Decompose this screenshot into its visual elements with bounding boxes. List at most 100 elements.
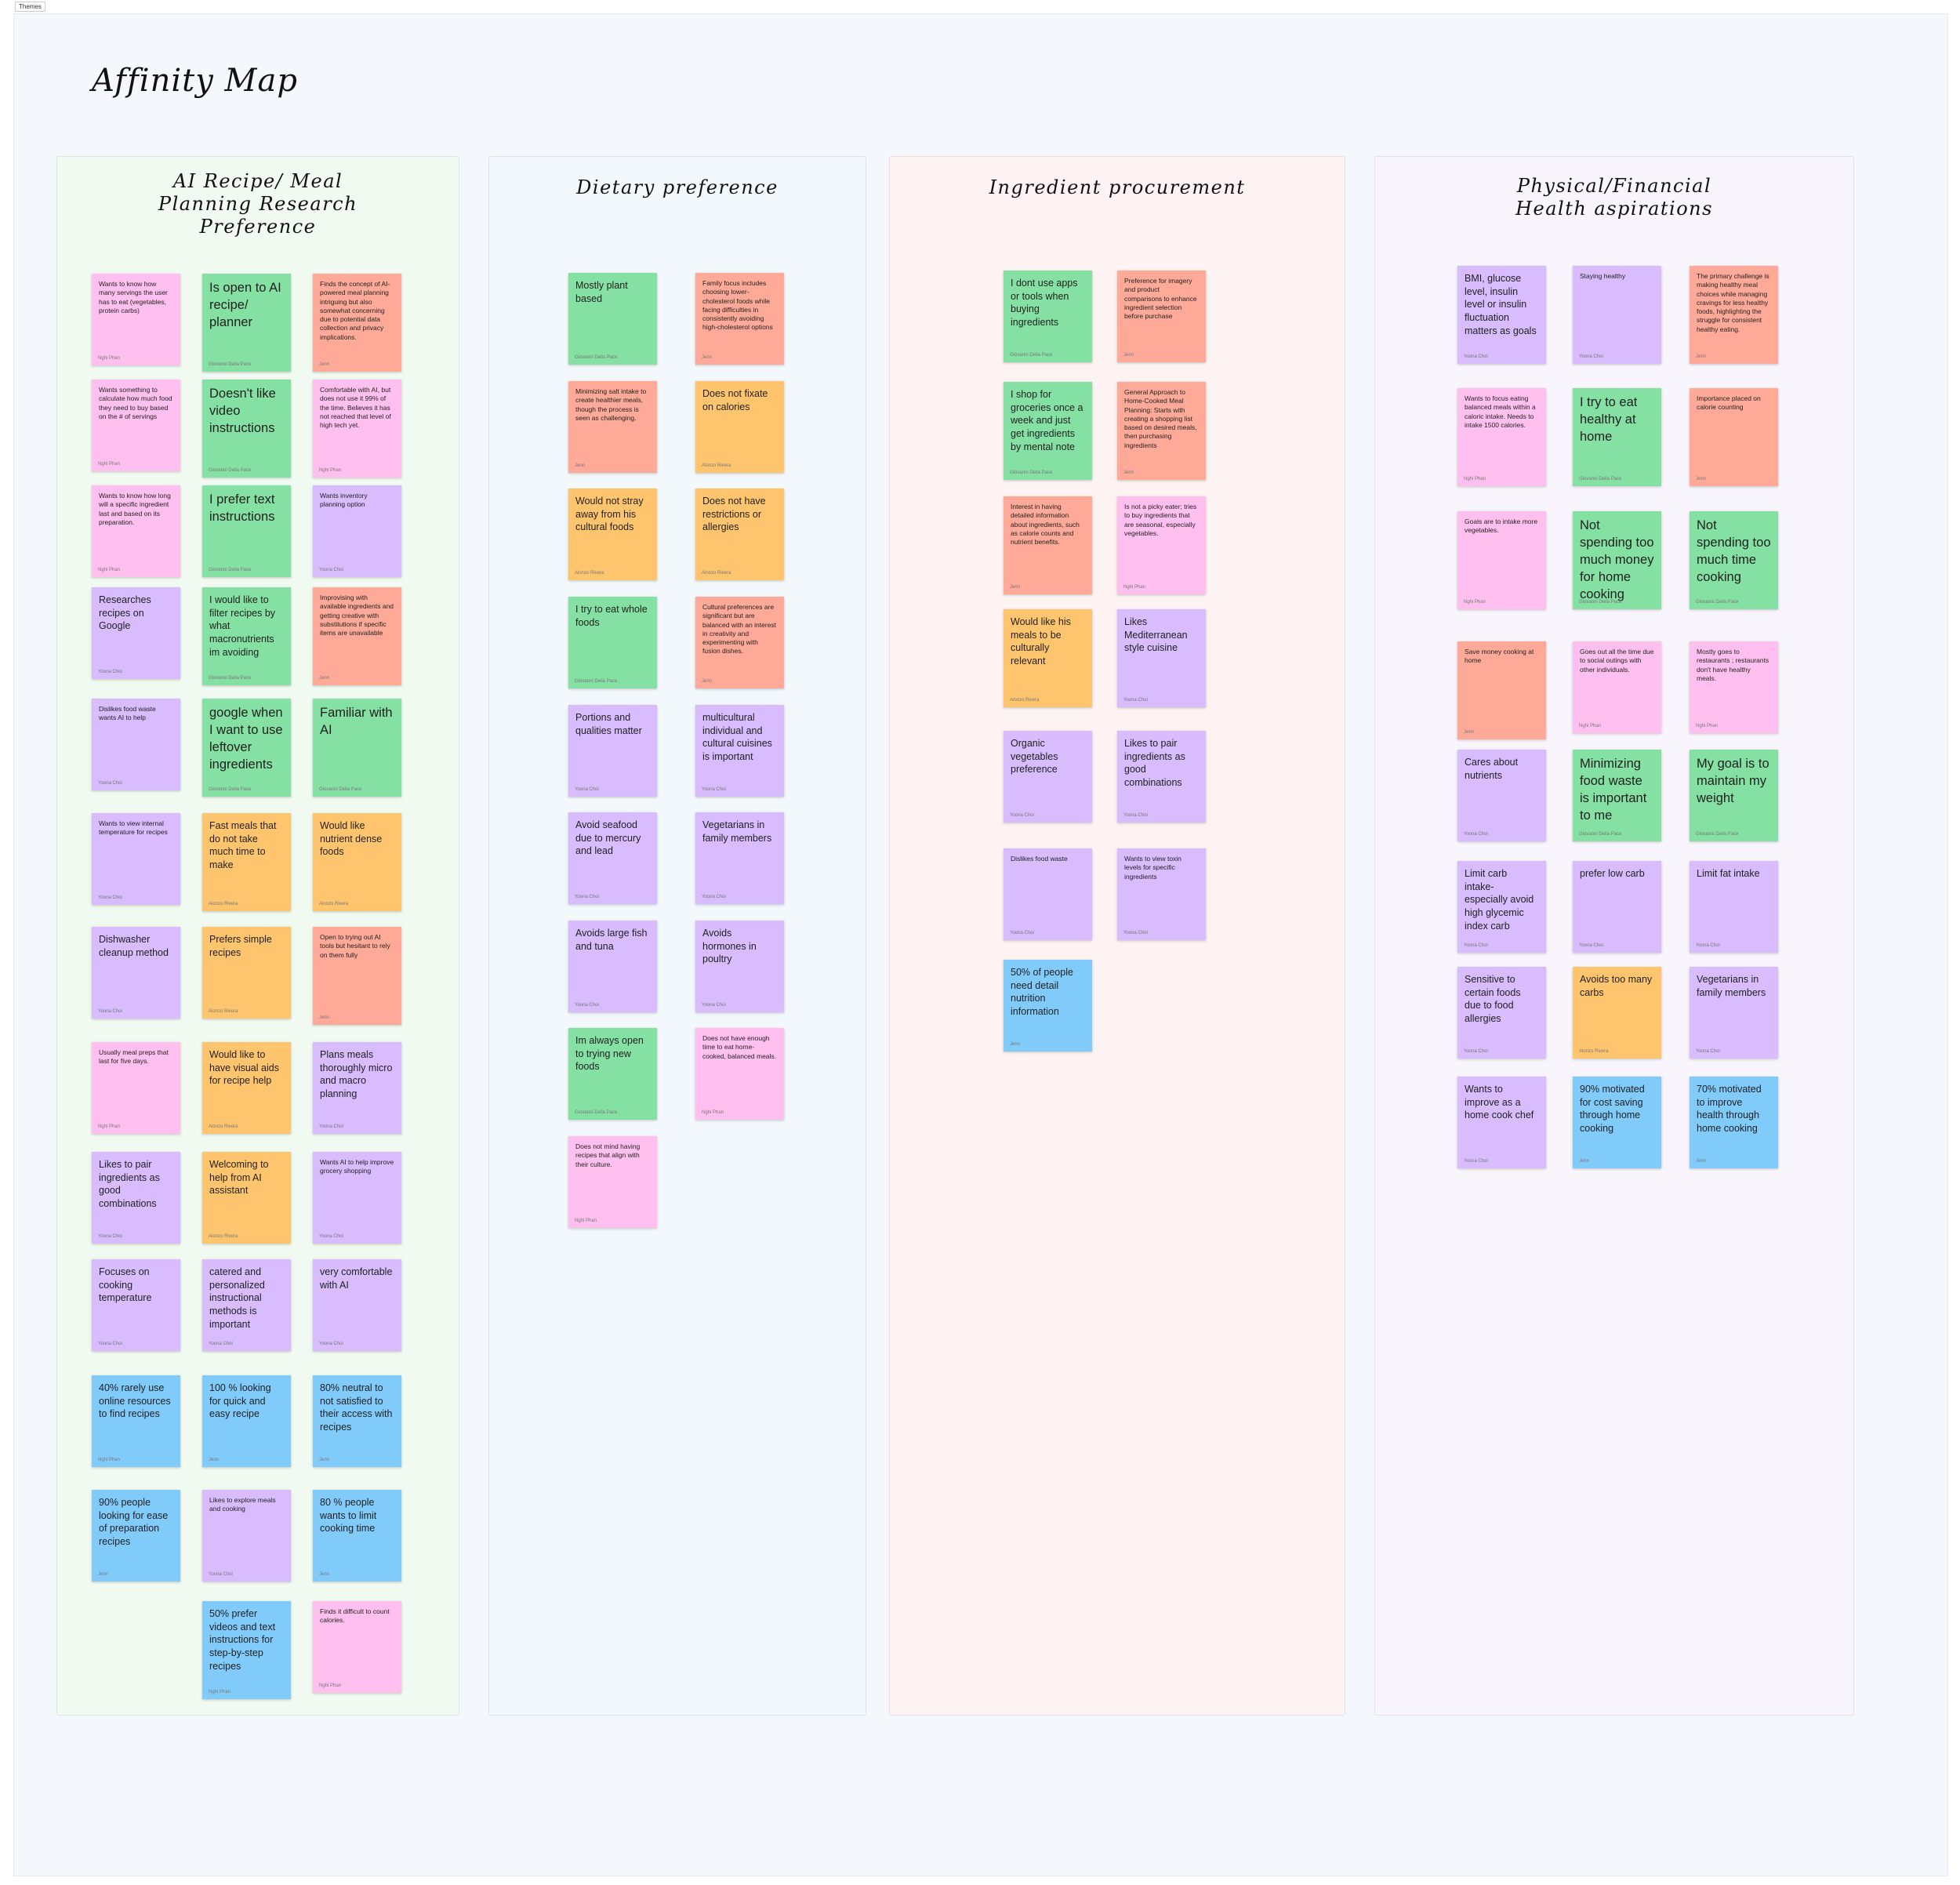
sticky-note[interactable]: 100 % looking for quick and easy recipe J… [202, 1375, 291, 1467]
sticky-note[interactable]: Would like to have visual aids for recip… [202, 1042, 291, 1134]
sticky-note[interactable]: Minimizing salt intake to create healthi… [568, 381, 657, 473]
sticky-note[interactable]: Save money cooking at home Jenn [1457, 641, 1546, 739]
sticky-note[interactable]: Is not a picky eater; tries to buy ingre… [1117, 496, 1206, 594]
sticky-note[interactable]: Dishwasher cleanup method Yoona Choi [92, 927, 180, 1019]
sticky-note[interactable]: Minimizing food waste is important to me… [1573, 750, 1661, 841]
sticky-note[interactable]: Would like his meals to be culturally re… [1004, 609, 1092, 707]
sticky-note[interactable]: I shop for groceries once a week and jus… [1004, 382, 1092, 480]
sticky-note[interactable]: BMI, glucose level, insulin level or ins… [1457, 266, 1546, 364]
sticky-note[interactable]: Wants to know how many servings the user… [92, 274, 180, 365]
sticky-note[interactable]: Is open to AI recipe/ planner Giovanni De… [202, 274, 291, 372]
sticky-note[interactable]: Mostly goes to restaurants ; restaurants… [1690, 641, 1778, 733]
sticky-note[interactable]: Wants to improve as a home cook chef Yoon… [1457, 1077, 1546, 1168]
sticky-note[interactable]: General Approach to Home-Cooked Meal Pla… [1117, 382, 1206, 480]
sticky-note[interactable]: Goals are to intake more vegetables. Nghi… [1457, 511, 1546, 609]
sticky-note[interactable]: multicultural individual and cultural cu… [695, 705, 784, 797]
sticky-note[interactable]: I prefer text instructions Giovanni Della… [202, 485, 291, 577]
sticky-note[interactable]: Dislikes food waste Yoona Choi [1004, 848, 1092, 940]
sticky-note[interactable]: My goal is to maintain my weight Giovanni… [1690, 750, 1778, 841]
frame-label[interactable]: Themes [15, 2, 45, 12]
sticky-note[interactable]: Would like nutrient dense foods Alonzo Ri… [313, 813, 401, 911]
sticky-note[interactable]: Does not have restrictions or allergies A… [695, 489, 784, 580]
sticky-note[interactable]: Avoid seafood due to mercury and lead Yoo… [568, 812, 657, 904]
sticky-note[interactable]: Portions and qualities matter Yoona Choi [568, 705, 657, 797]
sticky-note[interactable]: Vegetarians in family members Yoona Choi [1690, 967, 1778, 1059]
sticky-note[interactable]: Limit fat intake Yoona Choi [1690, 861, 1778, 953]
sticky-note[interactable]: Preference for imagery and product compa… [1117, 271, 1206, 362]
sticky-note[interactable]: 80 % people wants to limit cooking time J… [313, 1490, 401, 1582]
sticky-note[interactable]: Interest in having detailed information … [1004, 496, 1092, 594]
sticky-note[interactable]: The primary challenge is making healthy … [1690, 266, 1778, 364]
sticky-note[interactable]: Finds it difficult to count calories. Ngh… [313, 1601, 401, 1693]
sticky-note[interactable]: I dont use apps or tools when buying ing… [1004, 271, 1092, 362]
sticky-note[interactable]: Not spending too much money for home coo… [1573, 511, 1661, 609]
sticky-note[interactable]: Finds the concept of AI-powered meal pla… [313, 274, 401, 372]
sticky-note[interactable]: Likes to pair ingredients as good combin… [1117, 731, 1206, 823]
sticky-note[interactable]: Prefers simple recipes Alonzo Rivera [202, 927, 291, 1019]
sticky-note[interactable]: 90% people looking for ease of preparati… [92, 1490, 180, 1582]
sticky-note[interactable]: Wants to view internal temperature for r… [92, 813, 180, 905]
sticky-note[interactable]: Cultural preferences are significant but… [695, 597, 784, 688]
sticky-note[interactable]: Wants something to calculate how much fo… [92, 380, 180, 471]
sticky-note[interactable]: 50% prefer videos and text instructions … [202, 1601, 291, 1699]
sticky-note[interactable]: Avoids large fish and tuna Yoona Choi [568, 921, 657, 1012]
sticky-note[interactable]: 40% rarely use online resources to find … [92, 1375, 180, 1467]
sticky-note[interactable]: Mostly plant based Giovanni Della Pace [568, 273, 657, 365]
sticky-note[interactable]: Organic vegetables preference Yoona Choi [1004, 731, 1092, 823]
sticky-note[interactable]: Fast meals that do not take much time to… [202, 813, 291, 911]
sticky-note-text: Limit fat intake [1697, 868, 1760, 879]
sticky-note-author: Alonzo Rivera [1010, 698, 1040, 703]
section-title: Ingredient procurement [989, 176, 1246, 198]
sticky-note[interactable]: Usually meal preps that last for five da… [92, 1042, 180, 1134]
sticky-note[interactable]: Avoids too many carbs Alonzo Rivera [1573, 967, 1661, 1059]
sticky-note[interactable]: Would not stray away from his cultural f… [568, 489, 657, 580]
sticky-note[interactable]: prefer low carb Yoona Choi [1573, 861, 1661, 953]
sticky-note[interactable]: Importance placed on calorie counting Jen… [1690, 388, 1778, 486]
sticky-note[interactable]: Wants to view toxin levels for specific … [1117, 848, 1206, 940]
sticky-note[interactable]: Cares about nutrients Yoona Choi [1457, 750, 1546, 841]
sticky-note[interactable]: catered and personalized instructional m… [202, 1259, 291, 1351]
sticky-note[interactable]: I try to eat healthy at home Giovanni Del… [1573, 388, 1661, 486]
sticky-note[interactable]: Plans meals thoroughly micro and macro p… [313, 1042, 401, 1134]
sticky-note[interactable]: Vegetarians in family members Yoona Choi [695, 812, 784, 904]
section-dietary-preference[interactable]: Dietary preference [488, 156, 866, 1716]
sticky-note[interactable]: Wants to focus eating balanced meals wit… [1457, 388, 1546, 486]
sticky-note[interactable]: Improvising with available ingredients a… [313, 587, 401, 685]
sticky-note[interactable]: Likes Mediterranean style cuisine Yoona C… [1117, 609, 1206, 707]
sticky-note[interactable]: Focuses on cooking temperature Yoona Choi [92, 1259, 180, 1351]
sticky-note[interactable]: Sensitive to certain foods due to food a… [1457, 967, 1546, 1059]
sticky-note[interactable]: Likes to explore meals and cooking Yoona … [202, 1490, 291, 1582]
sticky-note-author: Jenn [702, 679, 713, 684]
sticky-note[interactable]: google when I want to use leftover ingre… [202, 699, 291, 797]
sticky-note[interactable]: I try to eat whole foods Giovanni Della P… [568, 597, 657, 688]
sticky-note[interactable]: Not spending too much time cooking Giovan… [1690, 511, 1778, 609]
sticky-note[interactable]: Doesn't like video instructions Giovanni … [202, 380, 291, 478]
sticky-note[interactable]: Does not fixate on calories Alonzo Rivera [695, 381, 784, 473]
sticky-note[interactable]: Researches recipes on Google Yoona Choi [92, 587, 180, 679]
sticky-note[interactable]: very comfortable with AI Yoona Choi [313, 1259, 401, 1351]
sticky-note[interactable]: 50% of people need detail nutrition info… [1004, 960, 1092, 1051]
sticky-note[interactable]: Limit carb intake- especially avoid high… [1457, 861, 1546, 953]
sticky-note[interactable]: Does not have enough time to eat home-co… [695, 1028, 784, 1120]
sticky-note[interactable]: Wants to know how long will a specific i… [92, 485, 180, 577]
sticky-note[interactable]: Wants AI to help improve grocery shoppin… [313, 1152, 401, 1244]
sticky-note-text: Finds the concept of AI-powered meal pla… [320, 280, 390, 341]
sticky-note[interactable]: Wants inventory planning option Yoona Cho… [313, 485, 401, 577]
sticky-note[interactable]: Comfortable with AI, but does not use it… [313, 380, 401, 478]
sticky-note[interactable]: Does not mind having recipes that align … [568, 1136, 657, 1228]
sticky-note[interactable]: 80% neutral to not satisfied to their ac… [313, 1375, 401, 1467]
sticky-note[interactable]: Welcoming to help from AI assistant Alonz… [202, 1152, 291, 1244]
sticky-note[interactable]: Goes out all the time due to social outi… [1573, 641, 1661, 733]
sticky-note[interactable]: I would like to filter recipes by what m… [202, 587, 291, 685]
sticky-note[interactable]: 90% motivated for cost saving through ho… [1573, 1077, 1661, 1168]
sticky-note[interactable]: Staying healthy Yoona Choi [1573, 266, 1661, 364]
sticky-note[interactable]: Familiar with AI Giovanni Della Pace [313, 699, 401, 797]
sticky-note[interactable]: Open to trying out AI tools but hesitant… [313, 927, 401, 1025]
sticky-note[interactable]: Avoids hormones in poultry Yoona Choi [695, 921, 784, 1012]
sticky-note[interactable]: Im always open to trying new foods Giovan… [568, 1028, 657, 1120]
sticky-note[interactable]: Dislikes food waste wants AI to help Yoon… [92, 699, 180, 790]
sticky-note[interactable]: 70% motivated to improve health through … [1690, 1077, 1778, 1168]
sticky-note[interactable]: Likes to pair ingredients as good combin… [92, 1152, 180, 1244]
sticky-note[interactable]: Family focus includes choosing lower-cho… [695, 273, 784, 365]
sticky-note-author: Giovanni Della Pace [575, 1110, 618, 1115]
